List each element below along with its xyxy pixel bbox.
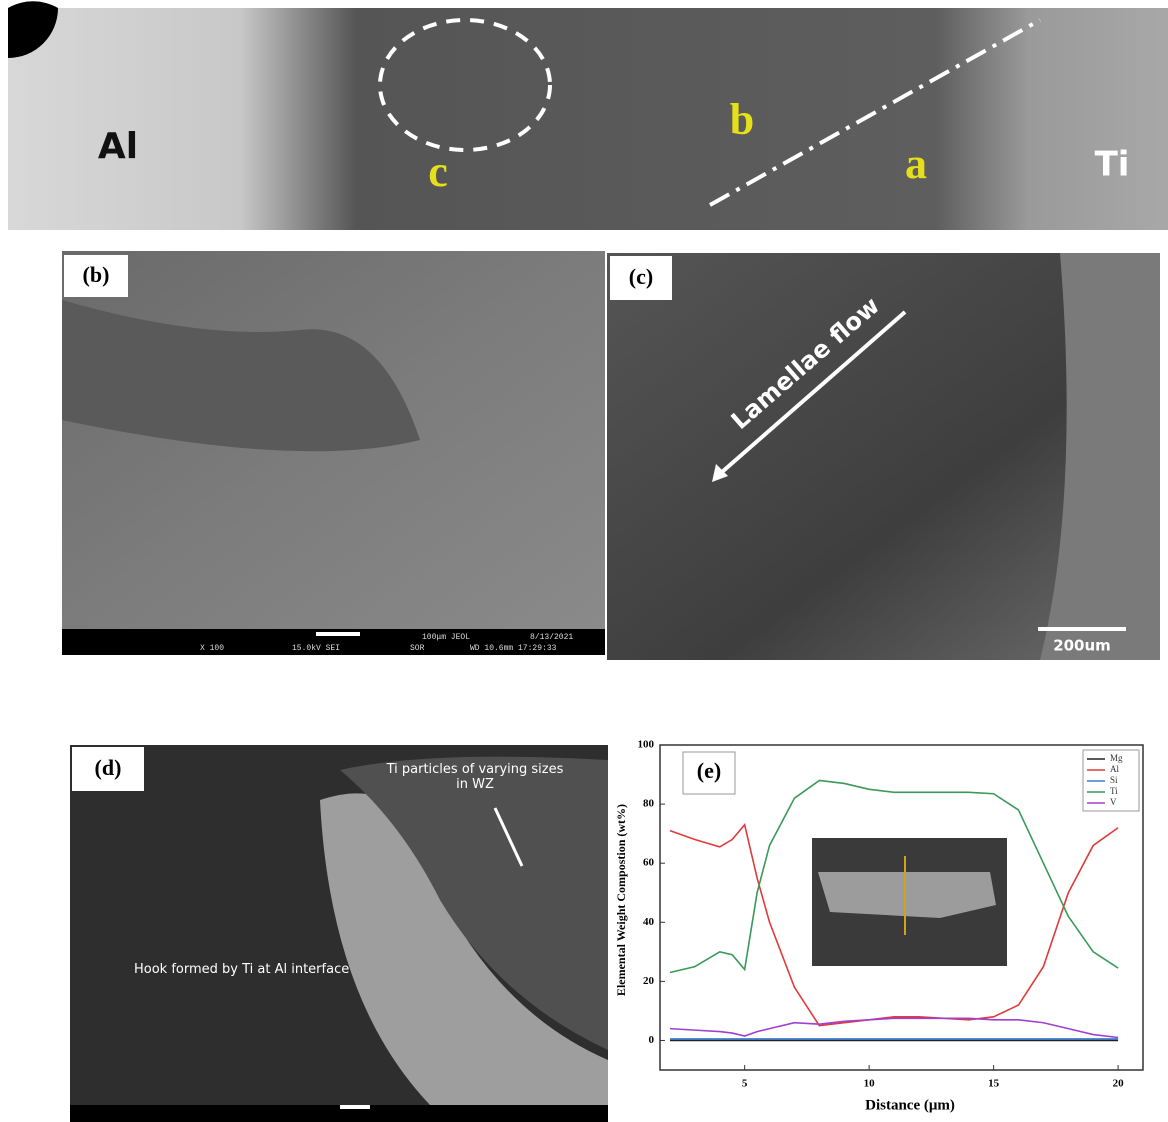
legend-label: Si [1110, 775, 1118, 785]
annotation: Hook formed by Ti at Al interface [134, 962, 354, 977]
annotation-box: Ti particles of varying sizes in WZ [380, 762, 570, 812]
panel-e: (e) Distance (μm) Elemental Weight Compo… [614, 739, 1143, 1114]
legend-label: V [1110, 797, 1117, 807]
zone-label: Al [98, 126, 138, 167]
footer-text: WD 10.6mm 17:29:33 [470, 644, 557, 653]
y-axis-label: Elemental Weight Compostion (wt%) [614, 804, 628, 996]
y-tick-label: 60 [643, 857, 655, 869]
panel-label: (d) [95, 755, 122, 780]
legend-label: Ti [1110, 786, 1118, 796]
footer-bar [70, 1105, 608, 1122]
x-tick-label: 5 [742, 1078, 748, 1090]
inset-particle [818, 872, 996, 918]
footer-text: 15.0kV SEI [292, 644, 340, 653]
annotation: Ti particles of varying sizes in WZ [380, 762, 570, 792]
scale-bar [1038, 627, 1126, 631]
x-tick-label: 20 [1113, 1078, 1125, 1090]
footer-text: SOR [410, 644, 425, 653]
panel-label: (c) [629, 264, 653, 289]
panel-d: (d) Ti particles of varying sizes in WZ … [70, 745, 608, 1122]
annotation-box: Hook formed by Ti at Al interface [134, 962, 354, 1012]
panel-label: (b) [83, 262, 110, 287]
zone-label: c [428, 147, 448, 196]
footer-text: X 100 [200, 644, 224, 653]
panel-label: (e) [697, 758, 721, 783]
scale-label: 200um [1053, 637, 1111, 655]
y-tick-label: 80 [643, 798, 655, 810]
y-tick-label: 100 [638, 739, 655, 751]
legend-label: Al [1110, 764, 1119, 774]
legend-label: Mg [1110, 753, 1123, 763]
zone-label: Ti [1095, 145, 1130, 185]
panel-c: (c) Lamellae flow 200um [607, 253, 1160, 660]
x-tick-label: 15 [988, 1078, 1000, 1090]
scale-bar [316, 632, 360, 636]
footer-text: 8/13/2021 [530, 633, 573, 642]
y-tick-label: 20 [643, 975, 655, 987]
micrograph [8, 8, 1168, 230]
footer-text: 100μm JEOL [422, 633, 470, 642]
panel-b: (b) X 100 15.0kV SEI 100μm JEOL 8/13/202… [62, 251, 605, 655]
figure: Al c b a Ti (b) X 100 15.0kV SEI 100μm J… [0, 0, 1168, 1122]
x-tick-label: 10 [864, 1078, 876, 1090]
y-tick-label: 0 [649, 1034, 655, 1046]
zone-label: b [730, 95, 754, 144]
zone-label: a [905, 139, 927, 188]
panel-a: Al c b a Ti [8, 1, 1168, 230]
x-axis-label: Distance (μm) [865, 1097, 955, 1113]
y-tick-label: 40 [643, 916, 655, 928]
scale-bar [340, 1105, 370, 1109]
